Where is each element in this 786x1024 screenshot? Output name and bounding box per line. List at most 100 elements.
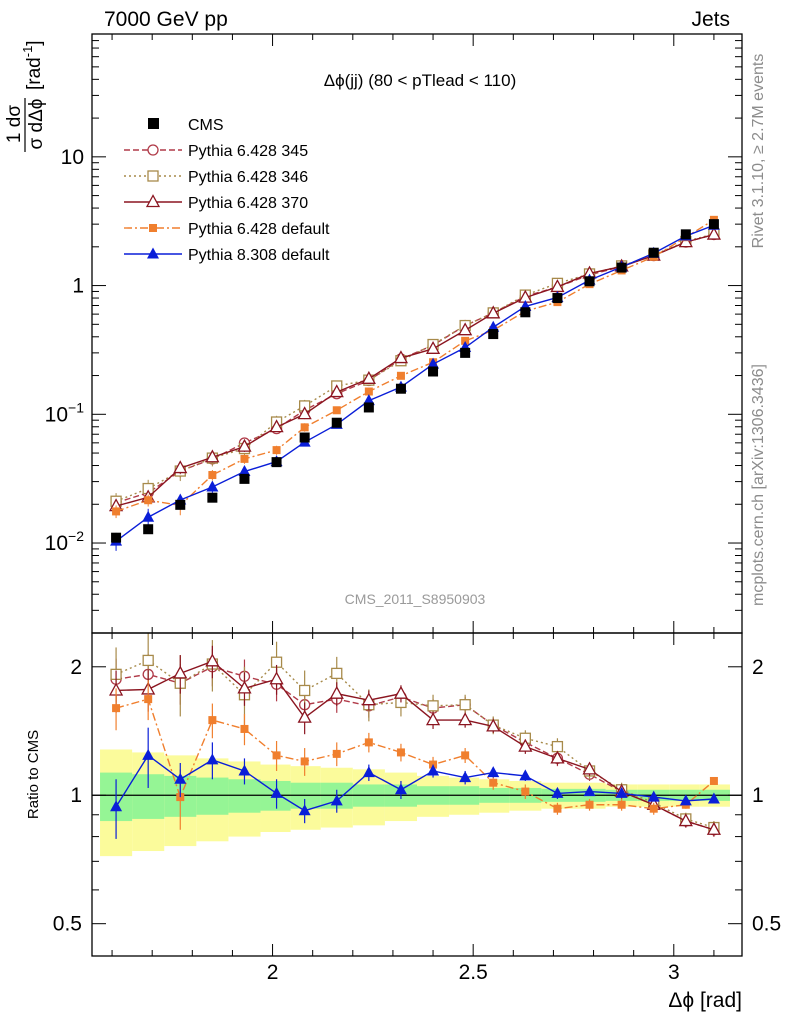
y-axis-label-unit: [rad-1] xyxy=(20,40,45,90)
ratio-point xyxy=(142,654,154,667)
data-point xyxy=(458,322,473,336)
x-tick-label: 3 xyxy=(668,961,680,984)
data-point xyxy=(332,406,341,415)
cms-data-point xyxy=(428,366,439,377)
ratio-point xyxy=(551,786,564,798)
energy-label: 7000 GeV pp xyxy=(104,8,228,31)
data-point xyxy=(297,406,312,420)
y-axis-label-denominator: σ dΔϕ xyxy=(26,99,47,150)
ratio-point xyxy=(678,813,693,827)
data-point xyxy=(238,465,251,477)
data-point xyxy=(206,480,219,492)
series-line-main-3 xyxy=(115,219,715,513)
ratio-point xyxy=(206,753,219,765)
ratio-point xyxy=(461,751,470,760)
ratio-point xyxy=(394,783,407,795)
ratio-point xyxy=(679,794,692,806)
ratio-plot-frame xyxy=(91,632,743,957)
ratio-band-inner xyxy=(196,777,229,815)
ratio-y-tick-label-right: 2 xyxy=(752,656,764,679)
data-point xyxy=(300,423,309,432)
x-axis-label: Δϕ [rad] xyxy=(668,989,742,1012)
ratio-point xyxy=(487,766,500,778)
ratio-point xyxy=(238,764,251,776)
ratio-point xyxy=(521,787,530,796)
cms-data-point xyxy=(460,347,471,358)
legend-label-cms: CMS xyxy=(188,117,224,134)
legend: CMS Pythia 6.428 345 Pythia 6.428 346 Pythi… xyxy=(124,117,330,264)
data-point xyxy=(112,507,121,516)
data-point xyxy=(364,387,373,396)
data-point xyxy=(425,340,441,354)
y-tick-label: 10−1 xyxy=(45,399,85,426)
legend-marker-3 xyxy=(149,224,157,232)
y-axis-label-numerator: 1 dσ xyxy=(4,105,25,143)
data-point xyxy=(487,320,500,332)
analysis-watermark: CMS_2011_S8950903 xyxy=(345,591,486,607)
ratio-point xyxy=(298,804,311,816)
legend-marker-2 xyxy=(145,194,161,208)
ratio-point xyxy=(706,821,722,835)
data-point xyxy=(706,226,722,240)
ratio-point xyxy=(459,699,471,711)
ratio-y-tick-label: 1 xyxy=(70,784,82,807)
series-line-ratio-1 xyxy=(115,659,715,829)
chart-title: Δϕ(jj) (80 < pTlead < 110) xyxy=(324,71,517,90)
cms-data-point xyxy=(207,492,218,503)
ratio-point xyxy=(489,778,498,787)
ratio-point xyxy=(551,740,564,753)
ratio-point xyxy=(330,794,343,806)
y-axis-label: 1 dσ σ dΔϕ [rad-1] xyxy=(4,40,47,152)
ratio-point xyxy=(361,692,376,706)
ratio-point xyxy=(550,750,565,764)
cms-data-point xyxy=(143,524,154,535)
ratio-point xyxy=(142,748,155,760)
ratio-point xyxy=(553,804,562,813)
ratio-point xyxy=(425,712,441,726)
ratio-point xyxy=(269,671,284,685)
ratio-point xyxy=(300,757,309,766)
ratio-point xyxy=(144,695,153,704)
cms-data-point xyxy=(552,293,563,304)
ratio-point xyxy=(112,704,121,713)
ratio-point xyxy=(237,680,252,694)
ratio-point xyxy=(364,738,373,747)
ratio-point xyxy=(617,800,626,809)
cms-data-point xyxy=(488,329,499,340)
cms-data-point xyxy=(584,276,595,287)
data-point xyxy=(396,371,405,380)
ratio-point xyxy=(396,748,405,757)
data-point xyxy=(144,496,153,505)
ratio-point xyxy=(519,769,532,781)
ratio-y-tick-label-right: 1 xyxy=(752,784,764,807)
ratio-point xyxy=(174,772,187,784)
ratio-point xyxy=(427,700,439,712)
ratio-point xyxy=(459,771,472,783)
cms-data-point xyxy=(331,417,342,428)
cms-data-point xyxy=(680,229,691,240)
ratio-point xyxy=(649,804,658,813)
ratio-point xyxy=(647,790,660,802)
data-point xyxy=(427,357,440,369)
legend-label-3: Pythia 6.428 default xyxy=(188,221,330,238)
ratio-y-tick-label: 0.5 xyxy=(53,913,82,936)
ratio-point xyxy=(297,709,312,723)
data-point xyxy=(272,446,281,455)
ratio-point xyxy=(299,684,311,697)
ratio-point xyxy=(709,776,718,785)
ratio-point xyxy=(585,800,594,809)
data-point xyxy=(205,449,220,463)
series-line-ratio-3 xyxy=(115,698,715,810)
cms-data-point xyxy=(111,532,122,543)
ratio-point xyxy=(205,653,220,667)
legend-marker-cms xyxy=(148,118,159,129)
series-line-main-4 xyxy=(115,224,715,542)
cms-data-point xyxy=(708,219,719,230)
data-point xyxy=(142,510,155,522)
legend-label-4: Pythia 8.308 default xyxy=(188,247,330,264)
legend-label-0: Pythia 6.428 345 xyxy=(188,143,308,160)
ratio-point xyxy=(707,792,720,804)
data-point xyxy=(486,305,501,319)
cms-data-point xyxy=(363,402,374,413)
series-line-ratio-4 xyxy=(115,754,714,812)
